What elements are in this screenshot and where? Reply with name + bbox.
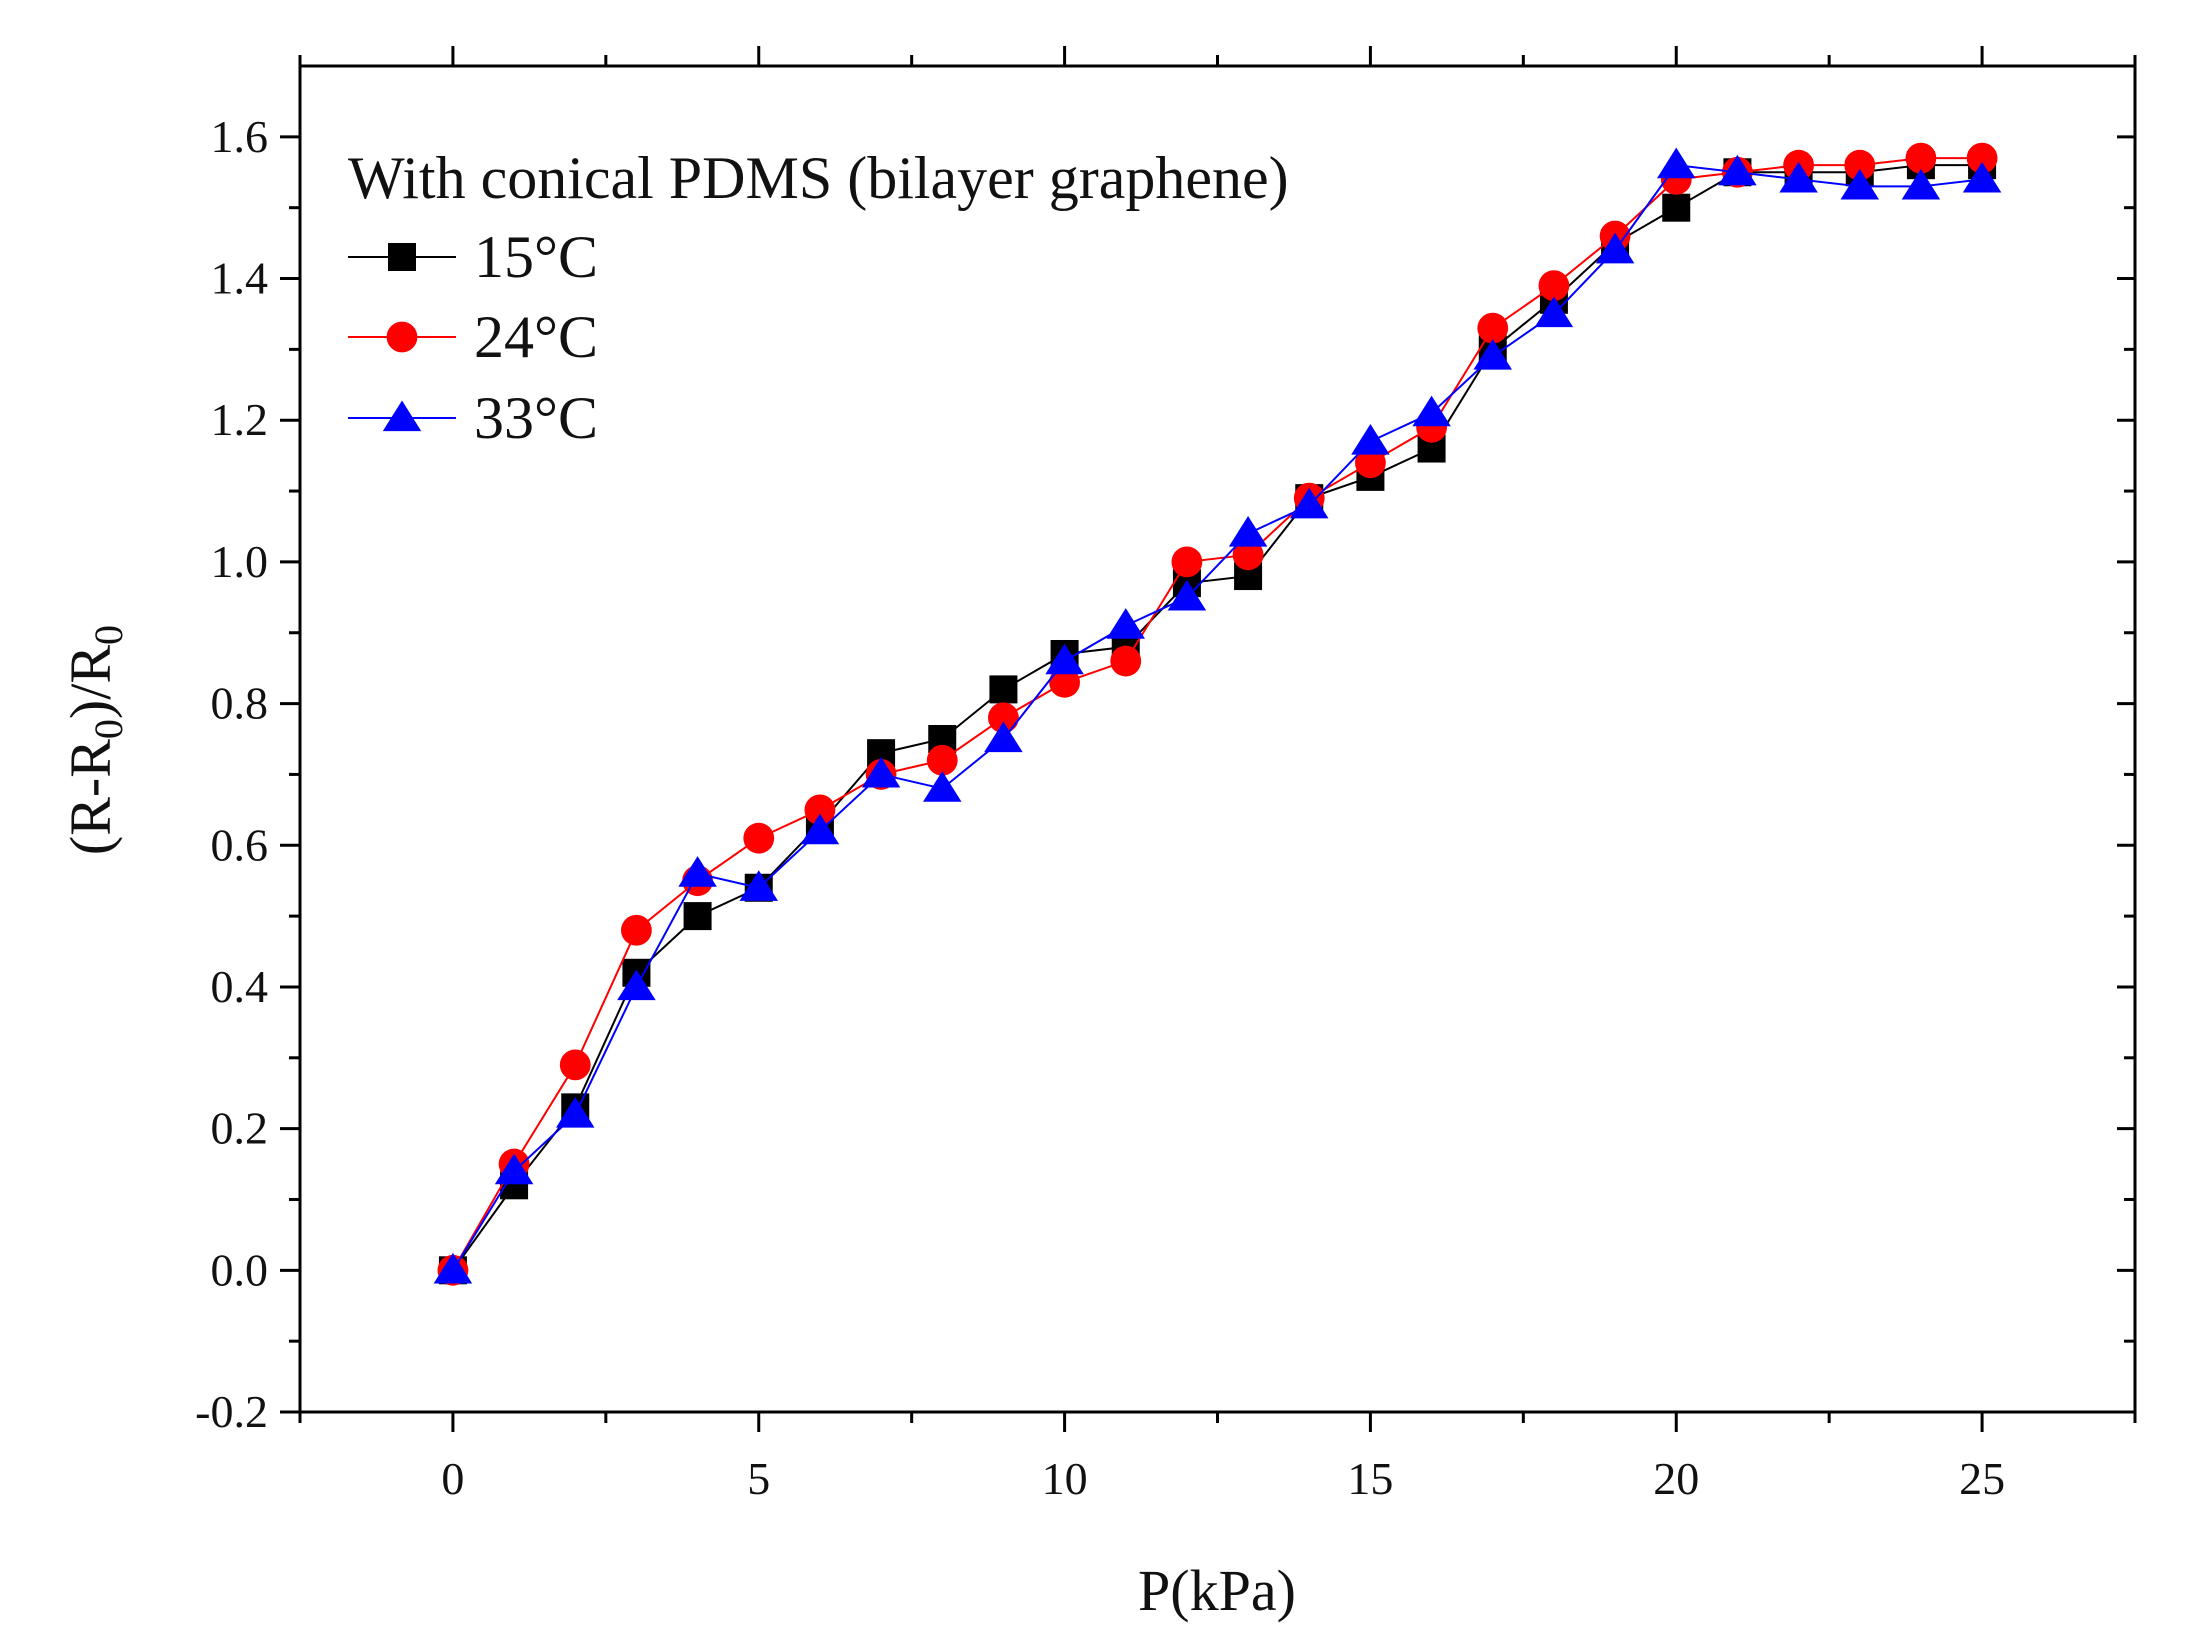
data-point (1779, 161, 1818, 193)
x-tick-label: 10 (1042, 1453, 1088, 1504)
data-point (1232, 539, 1264, 571)
data-point (739, 870, 778, 901)
data-point (926, 744, 958, 776)
y-tick-label: 1.2 (211, 394, 269, 445)
series-line (452, 157, 1983, 1271)
legend-label: 24°C (474, 304, 598, 370)
x-tick-label: 5 (747, 1453, 770, 1504)
x-axis-label: P(kPa) (1138, 1558, 1296, 1623)
y-tick-label: 0.2 (211, 1103, 269, 1154)
data-point (1966, 142, 1998, 174)
data-point (617, 969, 656, 1001)
data-point (989, 675, 1018, 704)
y-axis-label: (R-R0)/R0 (58, 625, 131, 855)
data-point (743, 822, 775, 854)
x-tick-label: 15 (1347, 1453, 1393, 1504)
x-tick-label: 0 (441, 1453, 464, 1504)
y-tick-label: 0.8 (211, 678, 269, 729)
data-point (678, 856, 717, 887)
data-point (861, 756, 901, 788)
data-point (1228, 516, 1268, 547)
legend: With conical PDMS (bilayer graphene) 15°… (348, 145, 1289, 451)
y-label-part-1: (R-R (58, 739, 123, 855)
series-layer (433, 142, 2002, 1286)
x-tick-label: 25 (1959, 1453, 2005, 1504)
y-tick-label: 1.4 (211, 253, 269, 304)
data-point (1840, 168, 1879, 200)
series-line (452, 164, 1983, 1271)
legend-marker (386, 321, 418, 353)
data-point (559, 1049, 591, 1081)
data-point (1662, 193, 1691, 222)
data-point (1045, 643, 1084, 675)
legend-title: With conical PDMS (bilayer graphene) (348, 145, 1289, 211)
series-0 (438, 151, 1997, 1285)
legend-label: 33°C (474, 385, 598, 451)
y-label-part-2: )/R (58, 645, 123, 719)
data-point (804, 794, 836, 826)
data-point (1718, 154, 1757, 186)
data-point (1110, 645, 1142, 677)
data-point (984, 721, 1023, 753)
data-point (1538, 270, 1570, 302)
data-point (494, 1153, 534, 1185)
tick-labels: 0 5 10 15 20 25 -0.2 0.0 0.2 0.4 0.6 0.8 1.0 1.2 1.4 1.… (195, 111, 2005, 1504)
y-tick-label: -0.2 (195, 1386, 268, 1437)
data-point (433, 1252, 473, 1284)
data-point (988, 702, 1019, 734)
y-tick-label: 1.6 (211, 111, 269, 162)
y-label-sub-1: 0 (86, 719, 131, 739)
y-tick-label: 0.4 (211, 961, 269, 1012)
data-point (1477, 312, 1509, 344)
data-point (1901, 168, 1941, 200)
data-point (1351, 423, 1390, 455)
legend-entry: 33°C (348, 385, 598, 451)
data-point (621, 914, 652, 946)
data-point (1844, 149, 1876, 181)
y-tick-label: 0.0 (211, 1244, 269, 1295)
data-point (1106, 608, 1145, 639)
y-label-sub-2: 0 (86, 625, 131, 645)
data-point (1355, 447, 1386, 479)
data-point (923, 771, 962, 802)
legend-marker (388, 243, 416, 271)
series-line (452, 164, 1983, 1271)
data-point (1595, 232, 1635, 264)
series-2 (433, 147, 2002, 1284)
data-point (1905, 142, 1937, 174)
data-point (1534, 296, 1574, 328)
data-point (1290, 487, 1329, 519)
legend-label: 15°C (474, 224, 598, 290)
data-point (1962, 161, 2002, 193)
data-point (1171, 546, 1203, 578)
data-point (1412, 395, 1451, 427)
legend-entry: 24°C (348, 304, 598, 370)
legend-entry: 15°C (348, 224, 598, 290)
data-point (800, 813, 840, 845)
series-1 (437, 142, 1998, 1286)
y-tick-label: 1.0 (211, 536, 269, 587)
data-point (1657, 147, 1696, 179)
data-point (1167, 579, 1207, 611)
axis-ticks (280, 46, 2137, 1432)
x-tick-label: 20 (1653, 1453, 1699, 1504)
data-point (1049, 666, 1080, 698)
data-point (1473, 338, 1512, 370)
data-point (683, 902, 712, 931)
y-tick-label: 0.6 (211, 819, 269, 870)
data-point (556, 1096, 595, 1128)
legend-marker (382, 400, 422, 432)
